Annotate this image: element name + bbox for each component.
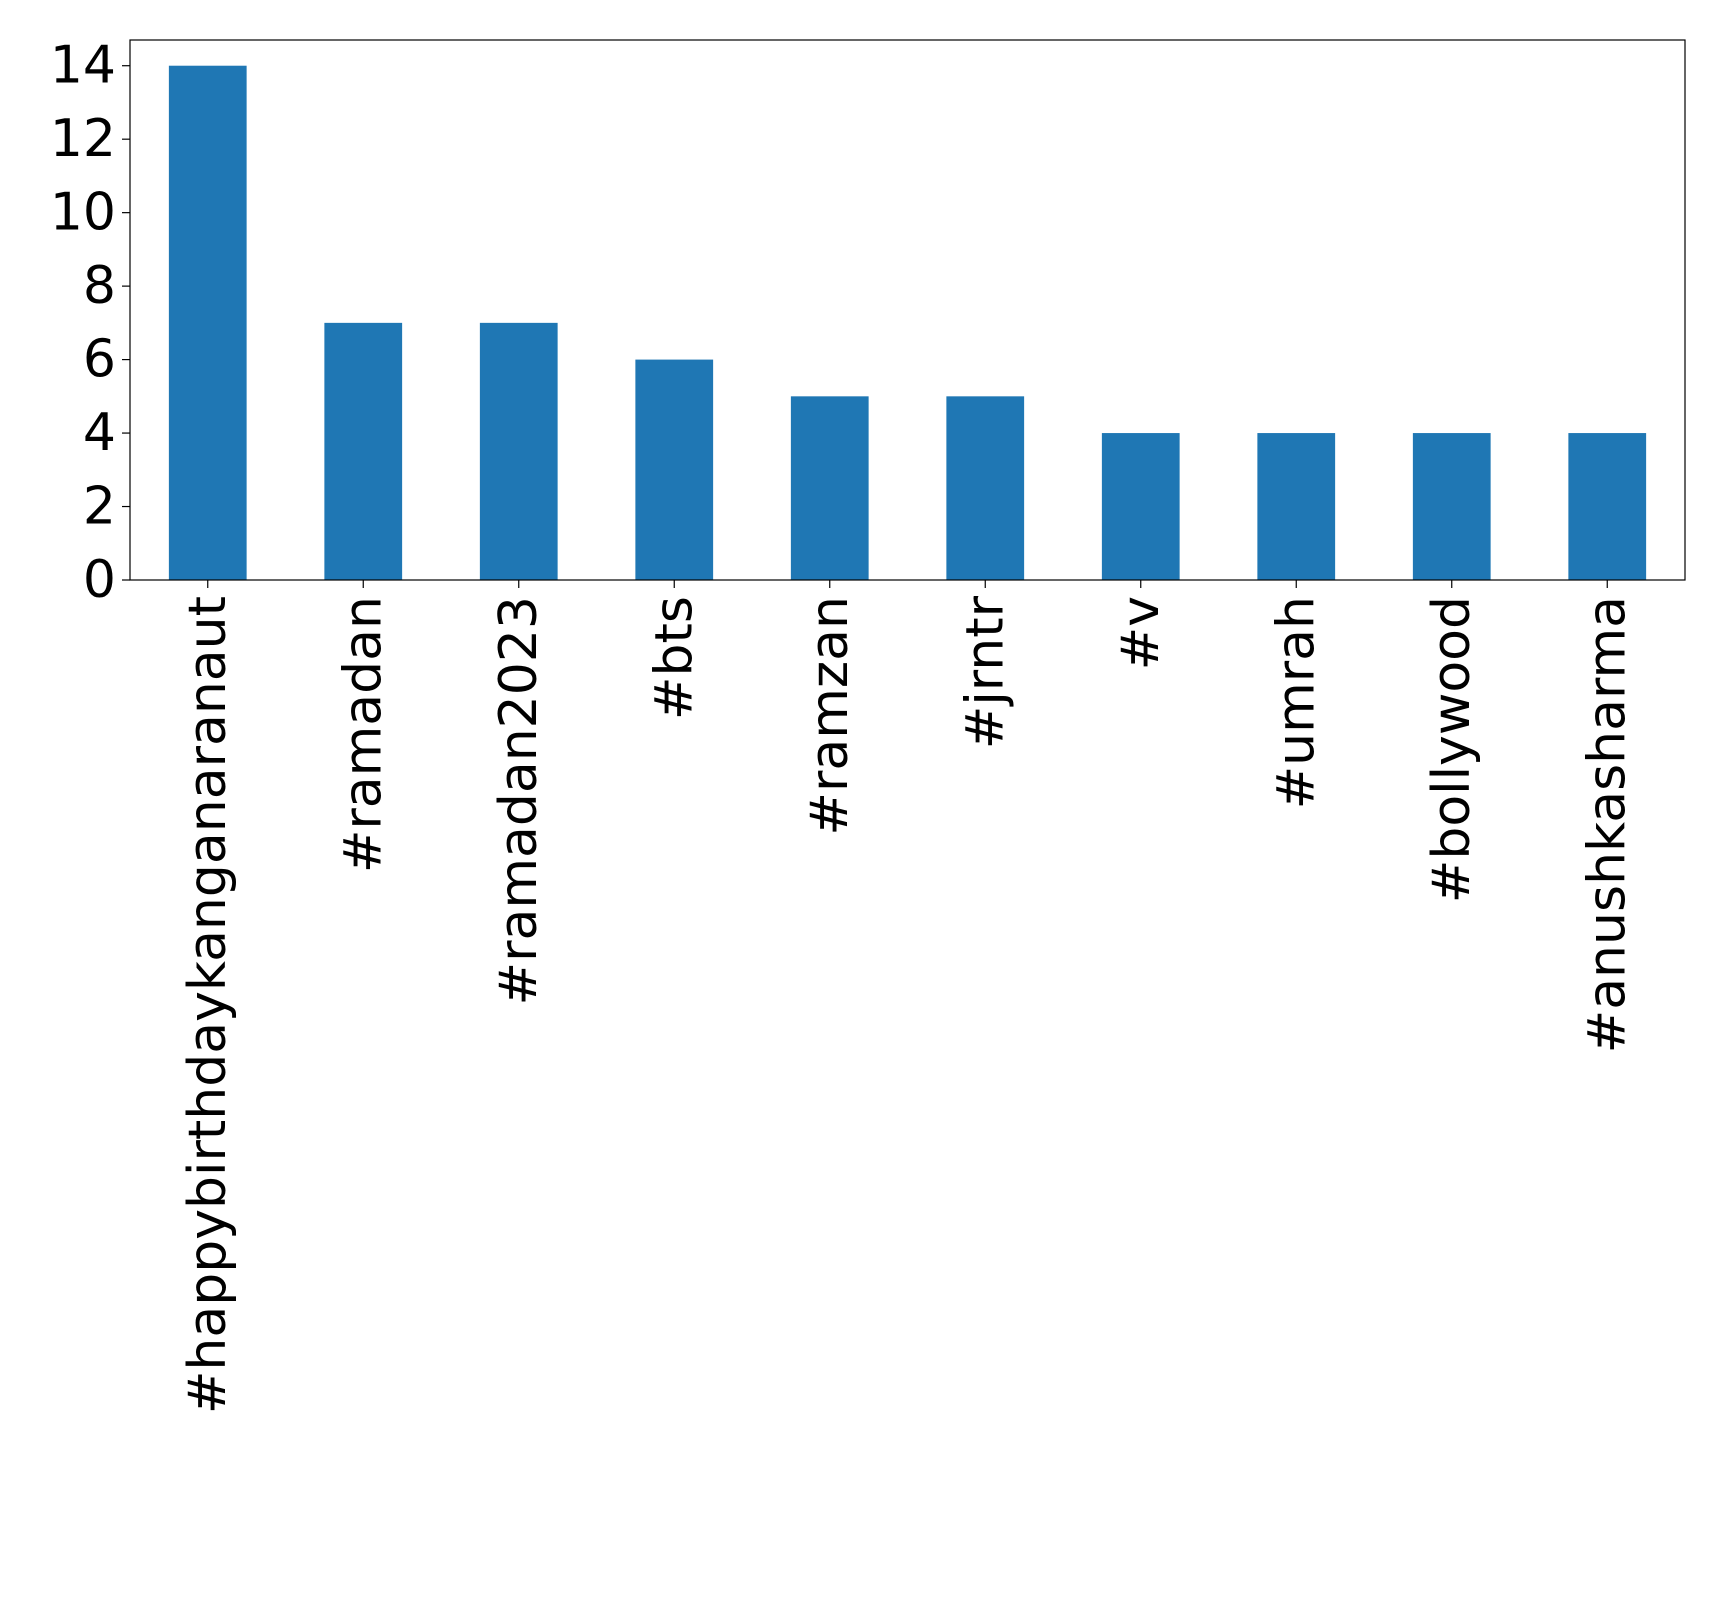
y-tick-label: 6 (83, 330, 116, 390)
y-tick-label: 8 (83, 256, 116, 316)
x-tick-label: #happybirthdaykanganaranaut (178, 596, 238, 1414)
x-axis: #happybirthdaykanganaranaut #ramadan #rama… (178, 580, 1637, 1414)
x-tick-label: #bts (644, 596, 704, 720)
bar-2 (479, 322, 558, 580)
y-tick-label: 12 (50, 109, 116, 169)
bar-0 (168, 65, 247, 580)
bar-8 (1412, 433, 1491, 580)
bar-1 (324, 322, 403, 580)
bar-9 (1568, 433, 1647, 580)
bar-7 (1257, 433, 1336, 580)
y-tick-label: 0 (83, 550, 116, 610)
x-tick-label: #bollywood (1422, 596, 1482, 903)
x-tick-label: #ramzan (800, 596, 860, 836)
bar-5 (946, 396, 1025, 580)
x-tick-label: #anushkasharma (1577, 596, 1637, 1053)
y-axis: 0 2 4 6 8 10 12 14 (50, 36, 130, 610)
y-tick-label: 2 (83, 477, 116, 537)
bar-3 (635, 359, 714, 580)
bar-6 (1101, 433, 1180, 580)
x-tick-label: #ramadan2023 (489, 596, 549, 1006)
bars-layer (168, 65, 1647, 580)
bar-4 (790, 396, 869, 580)
x-tick-label: #ramadan (333, 596, 393, 873)
y-tick-label: 10 (50, 183, 116, 243)
y-tick-label: 14 (50, 36, 116, 96)
x-tick-label: #jrntr (955, 595, 1015, 749)
y-tick-label: 4 (83, 403, 116, 463)
plot-frame (129, 39, 1686, 581)
x-tick-label: #umrah (1266, 596, 1326, 809)
x-tick-label: #v (1111, 596, 1171, 670)
